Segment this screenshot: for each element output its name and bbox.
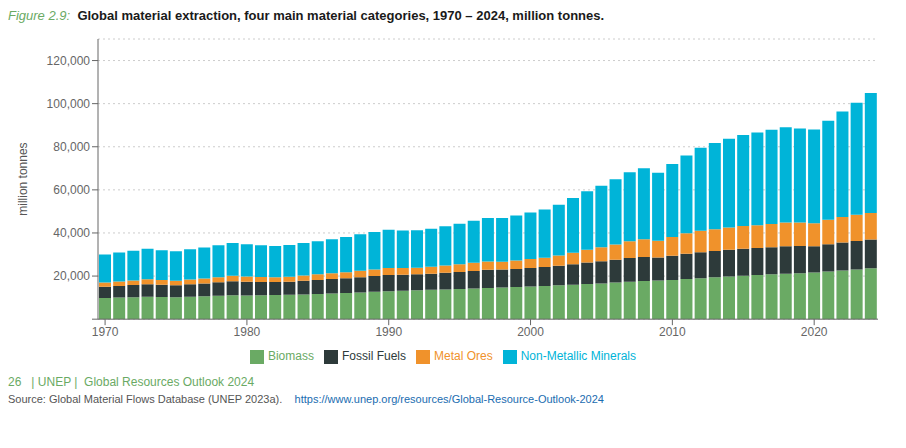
svg-text:1970: 1970 bbox=[92, 325, 119, 339]
svg-text:1990: 1990 bbox=[375, 325, 402, 339]
svg-text:2020: 2020 bbox=[801, 325, 828, 339]
svg-text:2000: 2000 bbox=[517, 325, 544, 339]
html-text:Fossil Fuels: Fossil Fuels bbox=[342, 349, 406, 364]
html-text:Non-Metallic Minerals: Non-Metallic Minerals bbox=[520, 349, 636, 364]
html-text:Source: Global Material Flows: Source: Global Material Flows Database (… bbox=[8, 393, 283, 405]
svg-text:120,000: 120,000 bbox=[47, 54, 91, 68]
svg-text:20,000: 20,000 bbox=[53, 269, 90, 283]
html-text:Figure 2.9:: Figure 2.9: bbox=[8, 8, 71, 23]
svg-text:1980: 1980 bbox=[234, 325, 261, 339]
svg-text:80,000: 80,000 bbox=[53, 140, 90, 154]
svg-text:60,000: 60,000 bbox=[53, 183, 90, 197]
html-text:Biomass: Biomass bbox=[268, 349, 314, 364]
svg-text:2010: 2010 bbox=[659, 325, 686, 339]
html-text:26 | UNEP | Global Resources O: 26 | UNEP | Global Resources Outlook 202… bbox=[8, 375, 255, 389]
svg-text:100,000: 100,000 bbox=[47, 97, 91, 111]
html-text:https://www.unep.org/resources: https://www.unep.org/resources/Global-Re… bbox=[294, 393, 604, 405]
html-text:Global material extraction, fo: Global material extraction, four main ma… bbox=[77, 8, 605, 23]
svg-text:40,000: 40,000 bbox=[53, 226, 90, 240]
svg-text:million tonnes: million tonnes bbox=[16, 142, 30, 215]
html-text:Metal Ores: Metal Ores bbox=[434, 349, 493, 364]
